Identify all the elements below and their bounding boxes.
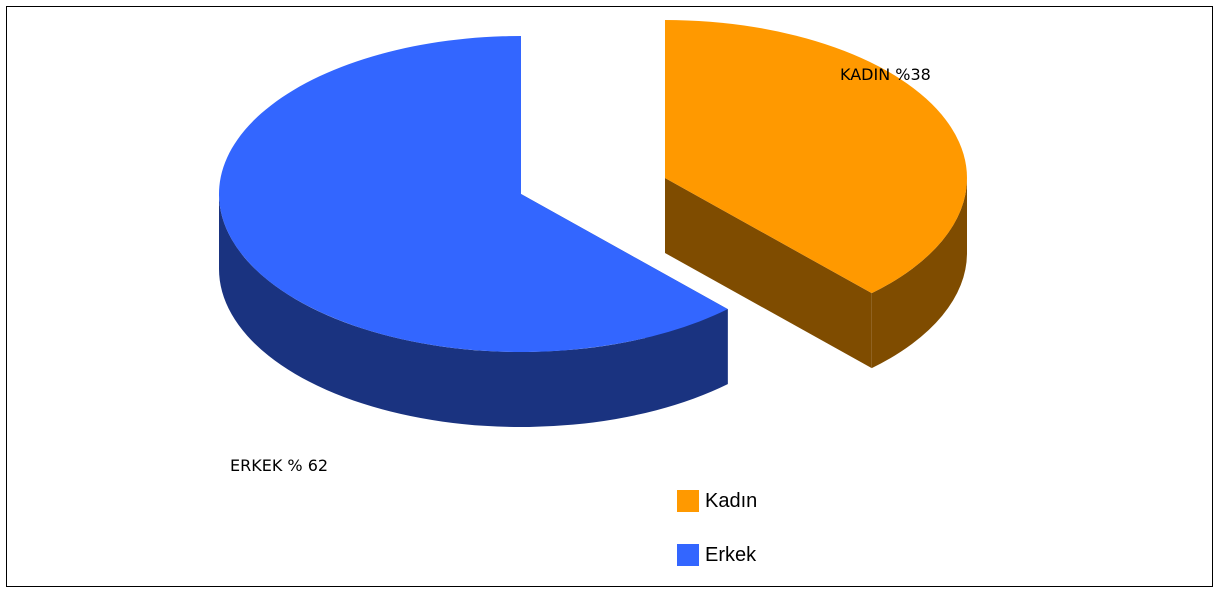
legend-swatch-erkek (677, 544, 699, 566)
slice-label-erkek: ERKEK % 62 (230, 456, 328, 475)
legend: Kadın Erkek (677, 487, 757, 595)
slice-kadn (665, 20, 967, 369)
legend-swatch-kadin (677, 490, 699, 512)
legend-label-kadin: Kadın (705, 489, 758, 512)
slice-kadn-cut-wall-1 (665, 178, 872, 369)
chart-frame: KADIN %38 ERKEK % 62 Kadın Erkek (6, 6, 1213, 587)
legend-label-erkek: Erkek (705, 543, 757, 566)
slice-erkek-top (218, 36, 728, 352)
legend-item-erkek: Erkek (677, 541, 757, 569)
pie-chart: KADIN %38 ERKEK % 62 (218, 20, 967, 475)
slice-erkek-outer-wall-0 (219, 194, 728, 427)
slice-label-kadn: KADIN %38 (840, 65, 931, 84)
legend-item-kadin: Kadın (677, 487, 757, 515)
slice-kadn-outer-wall-0 (871, 178, 967, 369)
slice-erkek (218, 36, 728, 427)
slice-kadn-top (665, 20, 967, 294)
